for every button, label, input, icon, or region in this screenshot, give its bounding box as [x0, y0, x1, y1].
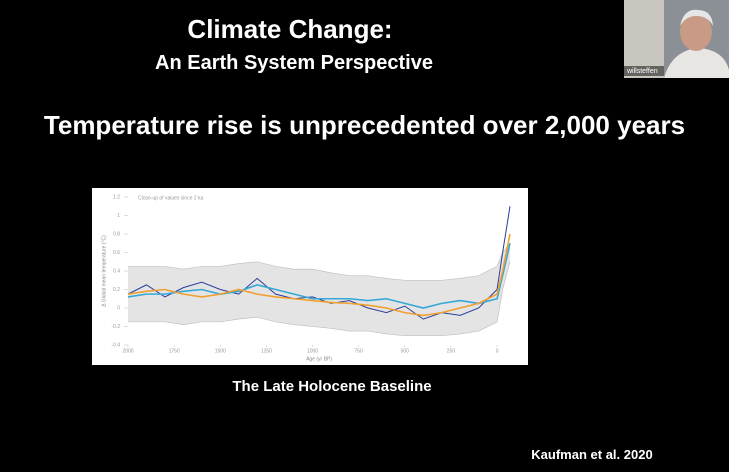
y-tick-label: -0.4 [111, 342, 120, 348]
x-tick-label: 250 [447, 348, 456, 354]
x-tick-label: 750 [355, 348, 364, 354]
y-tick-label: 0 [117, 305, 120, 311]
y-tick-label: 0.8 [113, 231, 120, 237]
y-tick-label: 0.4 [113, 268, 120, 274]
y-axis-label: Δ Global mean temperature (°C) [101, 235, 107, 307]
temperature-line [127, 206, 511, 320]
participant-name: willsteffen [626, 68, 658, 75]
x-axis-label: Age (yr BP) [306, 356, 332, 362]
chart-image: Close-up of values since 2 ka Δ Global me… [92, 188, 528, 365]
y-tick-label: 0.6 [113, 250, 120, 256]
slide-subtitle: An Earth System Perspective [155, 52, 433, 74]
x-tick-label: 1500 [215, 348, 226, 354]
headline: Temperature rise is unprecedented over 2… [43, 110, 686, 140]
temperature-line [127, 243, 511, 309]
x-tick-label: 2000 [122, 348, 133, 354]
y-tick-label: -0.2 [111, 324, 120, 330]
y-tick-label: 1.2 [113, 194, 120, 200]
x-tick-label: 500 [401, 348, 410, 354]
chart-title: Close-up of values since 2 ka [138, 195, 204, 201]
band-edge [128, 261, 511, 337]
y-tick-label: 0.2 [113, 287, 120, 293]
temperature-line [127, 233, 511, 317]
band-edge [128, 243, 511, 281]
x-tick-label: 1750 [169, 348, 180, 354]
slide-title: Climate Change: [187, 14, 393, 44]
webcam-thumbnail: willsteffen [624, 0, 729, 78]
x-tick-label: 1000 [307, 348, 318, 354]
x-tick-label: 1250 [261, 348, 272, 354]
x-tick-label: 0 [496, 348, 499, 354]
caption: The Late Holocene Baseline [232, 378, 432, 395]
y-tick-label: 1 [117, 213, 120, 219]
citation: Kaufman et al. 2020 [531, 447, 653, 462]
